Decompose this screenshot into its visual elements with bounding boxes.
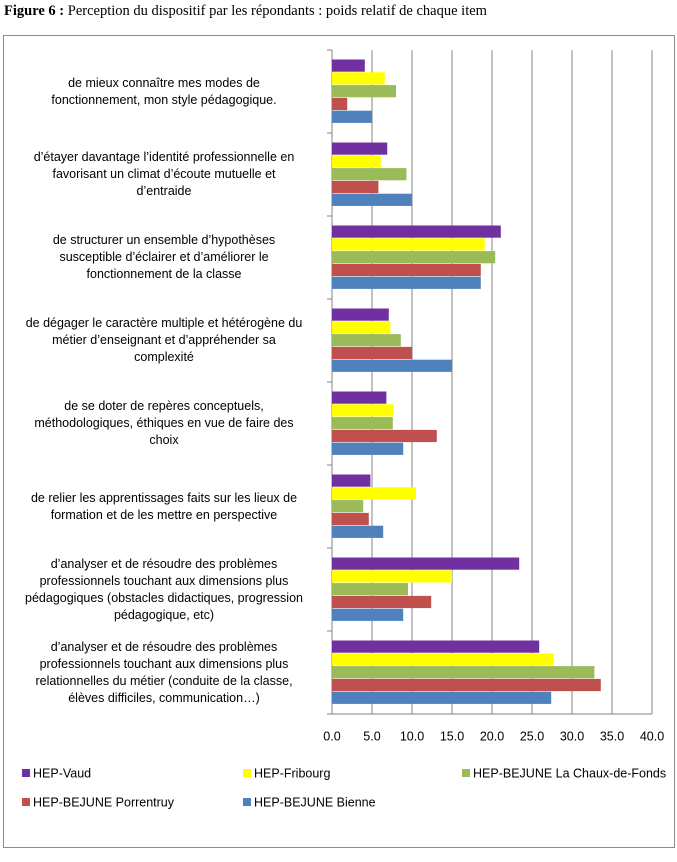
legend-label: HEP-Fribourg: [254, 766, 330, 780]
category-label: de structurer un ensemble d’hypothèses s…: [52, 233, 276, 281]
category-label: d’analyser et de résoudre des problèmes …: [35, 639, 293, 705]
bar: [332, 391, 387, 404]
category-label: de se doter de repères conceptuels, méth…: [34, 399, 294, 447]
bar: [332, 678, 601, 692]
bar: [332, 525, 384, 538]
bar: [332, 251, 496, 264]
title-text: Perception du dispositif par les réponda…: [67, 3, 487, 19]
bar: [332, 583, 408, 596]
bar: [332, 334, 401, 347]
bar: [332, 193, 412, 206]
bar: [332, 666, 595, 679]
bar: [332, 640, 540, 653]
legend-label: HEP-BEJUNE Bienne: [254, 795, 376, 809]
bar: [332, 429, 437, 443]
category-label: de dégager le caractère multiple et hété…: [25, 316, 303, 364]
bar: [332, 263, 481, 277]
x-tick-label: 0.0: [323, 729, 340, 743]
bar: [332, 570, 452, 583]
legend-swatch: [22, 769, 30, 777]
bar: [332, 72, 385, 85]
category-label: d’étayer davantage l’identité profession…: [33, 150, 295, 198]
figure-label: Figure 6 :: [4, 3, 65, 19]
bar: [332, 608, 404, 621]
bar: [332, 417, 393, 430]
bar: [332, 321, 391, 334]
legend-label: HEP-BEJUNE Porrentruy: [33, 795, 175, 809]
bar: [332, 474, 371, 487]
category-label: de relier les apprentissages faits sur l…: [30, 490, 298, 522]
bar: [332, 142, 388, 155]
legend-swatch: [22, 798, 30, 806]
x-tick-label: 35.0: [600, 729, 624, 743]
bar: [332, 225, 501, 238]
bar: [332, 168, 407, 181]
bar: [332, 442, 404, 455]
x-tick-label: 5.0: [363, 729, 380, 743]
x-tick-label: 40.0: [640, 729, 664, 743]
bar: [332, 487, 416, 500]
x-tick-label: 30.0: [560, 729, 584, 743]
bar: [332, 346, 412, 360]
bar: [332, 500, 364, 513]
bar: [332, 653, 554, 666]
bar: [332, 595, 432, 609]
x-tick-label: 25.0: [520, 729, 544, 743]
category-label: de mieux connaître mes modes de fonction…: [51, 75, 277, 107]
legend-label: HEP-BEJUNE La Chaux-de-Fonds: [473, 766, 666, 780]
bar: [332, 238, 485, 251]
bar: [332, 110, 372, 123]
bar: [332, 85, 396, 98]
bar: [332, 359, 452, 372]
legend-swatch: [243, 769, 251, 777]
bar: [332, 276, 481, 289]
bar: [332, 404, 394, 417]
chart-frame: [3, 35, 675, 848]
x-tick-label: 15.0: [440, 729, 464, 743]
category-label: d’analyser et de résoudre des problèmes …: [25, 556, 303, 622]
legend-swatch: [243, 798, 251, 806]
legend-swatch: [462, 769, 470, 777]
x-tick-label: 10.0: [400, 729, 424, 743]
x-tick-label: 20.0: [480, 729, 504, 743]
bar: [332, 308, 389, 321]
legend-label: HEP-Vaud: [33, 766, 91, 780]
figure-title: Figure 6 : Perception du dispositif par …: [4, 3, 487, 20]
bar: [332, 155, 381, 168]
bar: [332, 691, 552, 704]
bar: [332, 512, 369, 526]
bar: [332, 180, 379, 194]
bar: [332, 97, 348, 111]
bar: [332, 59, 365, 72]
bar: [332, 557, 520, 570]
